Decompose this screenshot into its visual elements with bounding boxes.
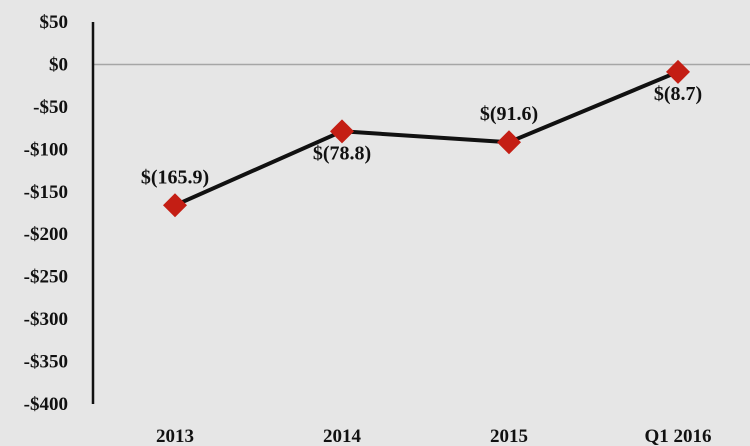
series-line [174, 69, 679, 208]
x-tick-label: 2013 [156, 426, 194, 446]
y-tick-label: -$350 [24, 352, 68, 373]
y-tick-label: -$100 [24, 139, 68, 160]
y-tick-label: -$300 [24, 309, 68, 330]
data-point-marker [330, 119, 354, 144]
y-tick-label: -$400 [24, 394, 68, 415]
x-axis-ticks: 2013 2014 2015 Q1 2016 [156, 426, 712, 446]
data-labels: $(165.9) $(78.8) $(91.6) $(8.7) [141, 83, 702, 188]
y-axis-ticks: $50 $0 -$50 -$100 -$150 -$200 -$250 -$300 -$350 -… [24, 12, 68, 415]
x-tick-label: 2015 [490, 426, 528, 446]
series-markers [163, 59, 690, 218]
x-tick-label: 2014 [323, 426, 362, 446]
data-label: $(78.8) [313, 142, 371, 164]
y-tick-label: -$150 [24, 182, 68, 203]
data-point-marker [163, 193, 187, 218]
data-label: $(165.9) [141, 166, 209, 188]
y-tick-label: -$250 [24, 267, 68, 288]
data-label: $(91.6) [480, 103, 538, 125]
data-point-marker [497, 130, 521, 155]
x-tick-label: Q1 2016 [644, 426, 711, 446]
y-tick-label: -$200 [24, 224, 68, 245]
data-point-marker [666, 59, 690, 84]
y-tick-label: $0 [49, 54, 68, 75]
y-tick-label: $50 [40, 12, 69, 33]
y-tick-label: -$50 [33, 97, 68, 118]
data-label: $(8.7) [654, 83, 702, 105]
